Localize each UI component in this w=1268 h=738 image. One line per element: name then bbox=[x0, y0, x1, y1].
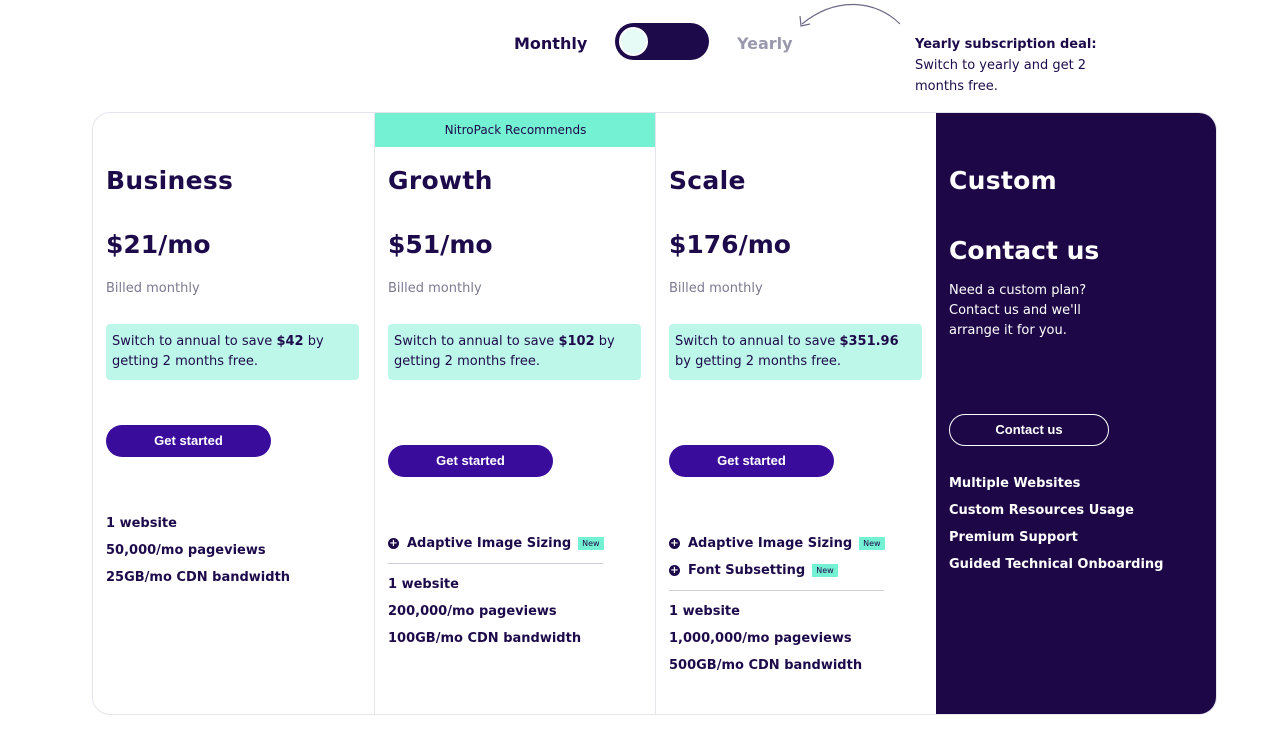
toggle-knob bbox=[619, 27, 648, 56]
yearly-label[interactable]: Yearly bbox=[737, 34, 793, 53]
custom-feature: Custom Resources Usage bbox=[949, 503, 1134, 518]
plan-name: Growth bbox=[388, 166, 493, 195]
plan-name: Business bbox=[106, 166, 234, 195]
plan-price: $176/mo bbox=[669, 230, 791, 259]
divider bbox=[388, 563, 603, 564]
plan-name: Scale bbox=[669, 166, 746, 195]
plus-circle-icon: + bbox=[669, 565, 680, 576]
feature-websites: 1 website bbox=[388, 577, 459, 592]
new-feature-label: Adaptive Image Sizing bbox=[688, 536, 853, 551]
new-badge: New bbox=[578, 537, 604, 550]
plan-price: $21/mo bbox=[106, 230, 211, 259]
feature-bandwidth: 25GB/mo CDN bandwidth bbox=[106, 570, 291, 585]
plan-price: $51/mo bbox=[388, 230, 493, 259]
contact-heading: Contact us bbox=[949, 236, 1100, 265]
new-feature-label: Font Subsetting bbox=[688, 563, 806, 578]
savings-suffix: by getting 2 months free. bbox=[112, 334, 324, 369]
billing-period: Billed monthly bbox=[669, 281, 763, 296]
custom-plan-description: Need a custom plan? Contact us and we'll… bbox=[949, 283, 1087, 338]
annual-savings-note: Switch to annual to save $351.96 by gett… bbox=[669, 324, 922, 380]
savings-suffix: by getting 2 months free. bbox=[394, 334, 615, 369]
plan-scale: Scale $176/mo Billed monthly Switch to a… bbox=[655, 113, 936, 714]
custom-feature: Guided Technical Onboarding bbox=[949, 557, 1164, 572]
savings-amount: $102 bbox=[558, 334, 595, 349]
get-started-button[interactable]: Get started bbox=[669, 445, 834, 477]
new-badge: New bbox=[812, 564, 838, 577]
savings-prefix: Switch to annual to save bbox=[112, 334, 277, 349]
annual-savings-note: Switch to annual to save $42 by getting … bbox=[106, 324, 359, 380]
feature-bandwidth: 500GB/mo CDN bandwidth bbox=[669, 658, 863, 673]
contact-us-button[interactable]: Contact us bbox=[949, 414, 1109, 446]
new-feature-item: + Font Subsetting New bbox=[669, 563, 838, 578]
plus-circle-icon: + bbox=[388, 538, 399, 549]
new-feature-label: Adaptive Image Sizing bbox=[407, 536, 572, 551]
plan-growth: NitroPack Recommends Growth $51/mo Bille… bbox=[374, 113, 656, 714]
yearly-deal-note: Yearly subscription deal: Switch to year… bbox=[915, 34, 1125, 97]
savings-amount: $351.96 bbox=[839, 334, 899, 349]
divider bbox=[669, 590, 884, 591]
plan-business: Business $21/mo Billed monthly Switch to… bbox=[93, 113, 374, 714]
savings-amount: $42 bbox=[276, 334, 304, 349]
new-feature-item: + Adaptive Image Sizing New bbox=[388, 536, 604, 551]
savings-prefix: Switch to annual to save bbox=[675, 334, 840, 349]
feature-pageviews: 50,000/mo pageviews bbox=[106, 543, 266, 558]
feature-pageviews: 1,000,000/mo pageviews bbox=[669, 631, 852, 646]
custom-feature: Multiple Websites bbox=[949, 476, 1081, 491]
custom-feature: Premium Support bbox=[949, 530, 1078, 545]
billing-toggle[interactable] bbox=[615, 23, 709, 60]
new-feature-item: + Adaptive Image Sizing New bbox=[669, 536, 885, 551]
plus-circle-icon: + bbox=[669, 538, 680, 549]
pricing-board: Business $21/mo Billed monthly Switch to… bbox=[92, 112, 1217, 715]
new-badge: New bbox=[859, 537, 885, 550]
feature-pageviews: 200,000/mo pageviews bbox=[388, 604, 557, 619]
plan-name: Custom bbox=[949, 166, 1058, 195]
feature-websites: 1 website bbox=[669, 604, 740, 619]
get-started-button[interactable]: Get started bbox=[106, 425, 271, 457]
plan-custom: Custom Contact us Need a custom plan? Co… bbox=[936, 113, 1216, 714]
savings-suffix: by getting 2 months free. bbox=[675, 354, 842, 369]
deal-title: Yearly subscription deal: bbox=[915, 37, 1097, 52]
recommended-banner: NitroPack Recommends bbox=[375, 113, 656, 147]
deal-text: Switch to yearly and get 2 months free. bbox=[915, 58, 1087, 94]
feature-websites: 1 website bbox=[106, 516, 177, 531]
annual-savings-note: Switch to annual to save $102 by getting… bbox=[388, 324, 641, 380]
feature-bandwidth: 100GB/mo CDN bandwidth bbox=[388, 631, 582, 646]
billing-period: Billed monthly bbox=[106, 281, 200, 296]
billing-period: Billed monthly bbox=[388, 281, 482, 296]
savings-prefix: Switch to annual to save bbox=[394, 334, 559, 349]
get-started-button[interactable]: Get started bbox=[388, 445, 553, 477]
curved-arrow-icon bbox=[799, 3, 901, 27]
monthly-label[interactable]: Monthly bbox=[514, 34, 588, 53]
